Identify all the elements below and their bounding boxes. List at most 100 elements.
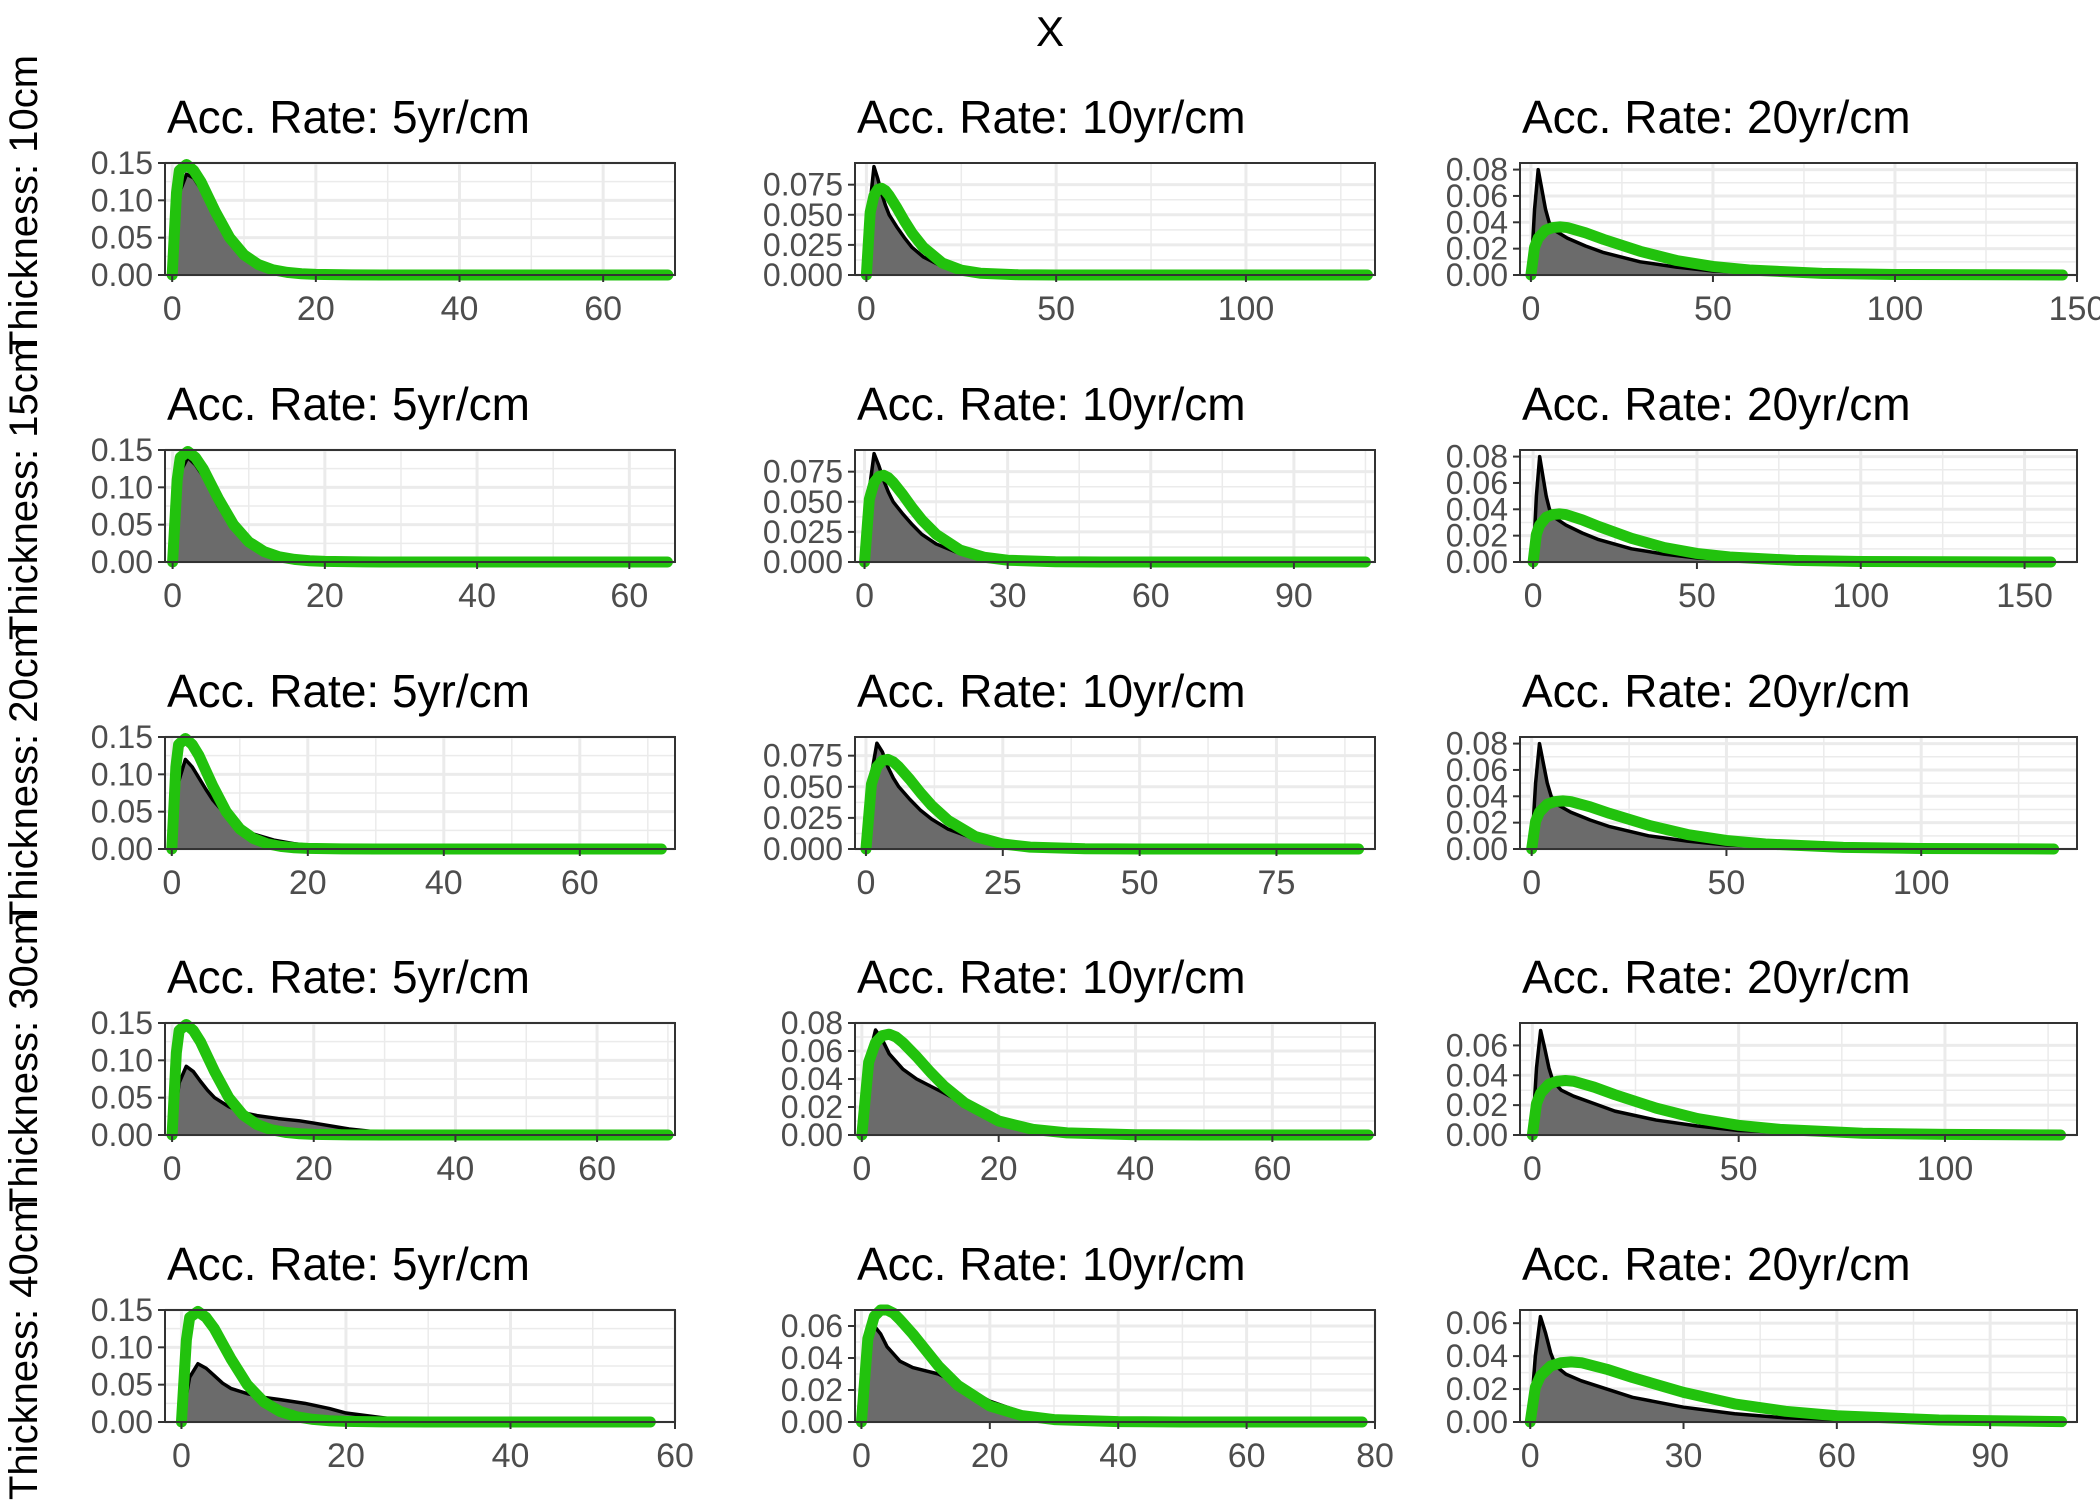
x-tick-label: 75 (1258, 864, 1296, 902)
x-tick-label: 150 (1996, 577, 2053, 615)
y-tick-label: 0.025 (763, 227, 843, 263)
facet-title: Acc. Rate: 10yr/cm (857, 91, 1246, 143)
facet-panel: Acc. Rate: 5yr/cm 0 20 40 60 0.000.050.100.15 (91, 951, 676, 1188)
facet-panel: Acc. Rate: 10yr/cm0 20 40 600.000.020.040.0… (781, 951, 1376, 1188)
x-tick-label: 0 (857, 290, 876, 328)
empirical-density-area (172, 1066, 668, 1135)
y-tick-label: 0.08 (1446, 439, 1508, 475)
y-tick-label: 0.075 (763, 738, 843, 774)
empirical-density-area (1532, 1030, 2061, 1135)
facet-panel: Acc. Rate: 10yr/cm 0 30 60 90 0.0000.0250.050… (763, 378, 1376, 615)
x-tick-label: 30 (989, 577, 1027, 615)
x-tick-label: 0 (1522, 864, 1541, 902)
x-tick-label: 0 (1521, 1437, 1540, 1475)
x-tick-label: 20 (327, 1437, 365, 1475)
empirical-density-area (861, 1326, 1363, 1422)
x-tick-label: 50 (1678, 577, 1716, 615)
y-tick-label: 0.05 (91, 507, 153, 543)
x-tick-label: 0 (852, 1150, 871, 1188)
x-tick-label: 20 (295, 1150, 333, 1188)
y-tick-label: 0.075 (763, 454, 843, 490)
y-tick-label: 0.04 (1446, 204, 1508, 240)
y-tick-label: 0.08 (1446, 152, 1508, 188)
y-tick-label: 0.04 (781, 1340, 843, 1376)
x-tick-label: 40 (441, 290, 479, 328)
x-tick-label: 40 (1117, 1150, 1155, 1188)
y-tick-label: 0.00 (91, 1404, 153, 1440)
panel-border (1519, 449, 2078, 563)
y-tick-label: 0.06 (1446, 752, 1508, 788)
x-tick-label: 90 (1971, 1437, 2009, 1475)
y-tick-label: 0.10 (91, 1042, 153, 1078)
facet-panel: Acc. Rate: 10yr/cm 0 25 50 75 0.0000.0250.050… (763, 665, 1376, 902)
y-tick-label: 0.06 (781, 1308, 843, 1344)
figure-title: X (1035, 8, 1064, 55)
fitted-density-line (1527, 508, 2057, 568)
y-tick-label: 0.00 (781, 1404, 843, 1440)
fitted-density-line (1526, 1074, 2066, 1141)
x-tick-label: 20 (306, 577, 344, 615)
x-tick-label: 0 (172, 1437, 191, 1475)
facet-panel: Acc. Rate: 20yr/cm 0 50 100 0.000.020.040.06 (1446, 951, 2078, 1188)
x-tick-label: 60 (1818, 1437, 1856, 1475)
panel-border (164, 449, 676, 563)
panel-border (164, 162, 676, 276)
panel-border (1519, 162, 2078, 276)
x-tick-label: 20 (289, 864, 327, 902)
panel-border (854, 162, 1376, 276)
y-tick-label: 0.05 (91, 1080, 153, 1116)
empirical-density-area (866, 166, 1368, 275)
x-tick-label: 0 (1524, 577, 1543, 615)
x-tick-label: 0 (1523, 1150, 1542, 1188)
panel-border (164, 1022, 676, 1136)
panel-border (1519, 1022, 2078, 1136)
x-tick-label: 30 (1665, 1437, 1703, 1475)
y-tick-label: 0.050 (763, 769, 843, 805)
x-tick-label: 50 (1708, 864, 1746, 902)
facet-panel: Acc. Rate: 20yr/cm0 50 100 1500.000.020.040… (1446, 378, 2078, 615)
y-tick-label: 0.02 (1446, 518, 1508, 554)
x-tick-label: 150 (2049, 290, 2100, 328)
x-tick-label: 0 (162, 864, 181, 902)
y-tick-label: 0.10 (91, 469, 153, 505)
panel-border (854, 736, 1376, 850)
fitted-density-line (1525, 221, 2068, 281)
y-tick-label: 0.10 (91, 182, 153, 218)
facet-title: Acc. Rate: 10yr/cm (857, 1238, 1246, 1290)
panel-border (854, 449, 1376, 563)
y-tick-label: 0.00 (91, 1117, 153, 1153)
x-tick-label: 40 (437, 1150, 475, 1188)
facet-title: Acc. Rate: 20yr/cm (1522, 665, 1911, 717)
y-tick-label: 0.00 (1446, 544, 1508, 580)
empirical-density-area (171, 759, 662, 849)
fitted-density-line (1524, 1356, 2068, 1428)
y-tick-label: 0.15 (91, 719, 153, 755)
y-tick-label: 0.00 (1446, 1404, 1508, 1440)
facet-title: Acc. Rate: 20yr/cm (1522, 1238, 1911, 1290)
y-tick-label: 0.08 (1446, 726, 1508, 762)
fitted-density-line (1526, 795, 2060, 855)
x-tick-label: 0 (163, 577, 182, 615)
facet-panel: Acc. Rate: 10yr/cm 0 50 100 0.0000.0250.0500… (763, 91, 1376, 328)
y-tick-label: 0.02 (1446, 805, 1508, 841)
fitted-density-line (855, 1304, 1368, 1428)
y-tick-label: 0.10 (91, 756, 153, 792)
x-tick-label: 50 (1720, 1150, 1758, 1188)
x-tick-label: 60 (1132, 577, 1170, 615)
y-tick-label: 0.04 (1446, 778, 1508, 814)
y-tick-label: 0.02 (1446, 231, 1508, 267)
x-tick-label: 40 (492, 1437, 530, 1475)
y-tick-label: 0.02 (781, 1372, 843, 1408)
y-tick-label: 0.075 (763, 167, 843, 203)
x-tick-label: 60 (1253, 1150, 1291, 1188)
panel-border (1519, 1309, 2078, 1423)
x-tick-label: 80 (1356, 1437, 1394, 1475)
y-tick-label: 0.00 (91, 831, 153, 867)
facet-title: Acc. Rate: 20yr/cm (1522, 91, 1911, 143)
facet-title: Acc. Rate: 5yr/cm (167, 1238, 530, 1290)
y-tick-label: 0.05 (91, 794, 153, 830)
y-tick-label: 0.04 (781, 1061, 843, 1097)
y-tick-label: 0.06 (781, 1033, 843, 1069)
x-tick-label: 40 (458, 577, 496, 615)
